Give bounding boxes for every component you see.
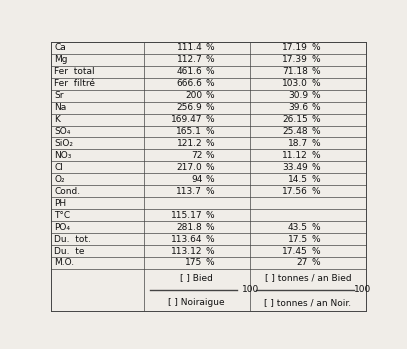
- Text: 115.17: 115.17: [171, 211, 202, 220]
- Text: Mg: Mg: [54, 55, 68, 64]
- Text: 39.6: 39.6: [288, 103, 308, 112]
- Text: 17.56: 17.56: [282, 187, 308, 196]
- Text: %: %: [311, 235, 320, 244]
- Text: %: %: [311, 91, 320, 100]
- Text: 17.5: 17.5: [288, 235, 308, 244]
- Text: %: %: [206, 103, 214, 112]
- Text: %: %: [311, 67, 320, 76]
- Text: PH: PH: [54, 199, 66, 208]
- Text: %: %: [206, 163, 214, 172]
- Text: %: %: [311, 223, 320, 232]
- Text: NO₃: NO₃: [54, 151, 71, 160]
- Text: 113.64: 113.64: [171, 235, 202, 244]
- Text: 18.7: 18.7: [288, 139, 308, 148]
- Text: Na: Na: [54, 103, 66, 112]
- Text: %: %: [311, 259, 320, 267]
- Text: 100: 100: [354, 285, 372, 294]
- Text: 217.0: 217.0: [177, 163, 202, 172]
- Text: 27: 27: [297, 259, 308, 267]
- Text: O₂: O₂: [54, 175, 65, 184]
- Text: 71.18: 71.18: [282, 67, 308, 76]
- Text: %: %: [311, 175, 320, 184]
- Text: Du.  tot.: Du. tot.: [54, 235, 91, 244]
- Text: M.O.: M.O.: [54, 259, 74, 267]
- Text: %: %: [311, 139, 320, 148]
- Text: 461.6: 461.6: [177, 67, 202, 76]
- Text: %: %: [206, 115, 214, 124]
- Text: 17.19: 17.19: [282, 43, 308, 52]
- Text: 72: 72: [191, 151, 202, 160]
- Text: Cl: Cl: [54, 163, 63, 172]
- Text: Fer  filtré: Fer filtré: [54, 79, 95, 88]
- Text: 103.0: 103.0: [282, 79, 308, 88]
- Text: %: %: [206, 127, 214, 136]
- Text: %: %: [206, 79, 214, 88]
- Text: 175: 175: [185, 259, 202, 267]
- Text: 281.8: 281.8: [177, 223, 202, 232]
- Text: %: %: [311, 151, 320, 160]
- Text: %: %: [206, 223, 214, 232]
- Text: %: %: [311, 246, 320, 255]
- Text: %: %: [311, 187, 320, 196]
- Text: [ ] Noiraigue: [ ] Noiraigue: [168, 298, 225, 307]
- Text: [ ] tonnes / an Bied: [ ] tonnes / an Bied: [265, 274, 351, 283]
- Text: %: %: [206, 259, 214, 267]
- Text: 113.7: 113.7: [176, 187, 202, 196]
- Text: %: %: [311, 55, 320, 64]
- Text: 25.48: 25.48: [282, 127, 308, 136]
- Text: 14.5: 14.5: [288, 175, 308, 184]
- Text: 121.2: 121.2: [177, 139, 202, 148]
- Text: %: %: [206, 211, 214, 220]
- Text: T°C: T°C: [54, 211, 70, 220]
- Text: %: %: [311, 43, 320, 52]
- Text: 112.7: 112.7: [177, 55, 202, 64]
- Text: %: %: [206, 139, 214, 148]
- Text: SiO₂: SiO₂: [54, 139, 73, 148]
- Text: 26.15: 26.15: [282, 115, 308, 124]
- Text: 666.6: 666.6: [176, 79, 202, 88]
- Text: 169.47: 169.47: [171, 115, 202, 124]
- Text: %: %: [206, 187, 214, 196]
- Text: [ ] Bied: [ ] Bied: [180, 274, 213, 283]
- Text: %: %: [311, 79, 320, 88]
- Text: 43.5: 43.5: [288, 223, 308, 232]
- Text: [ ] tonnes / an Noir.: [ ] tonnes / an Noir.: [265, 298, 352, 307]
- Text: %: %: [206, 151, 214, 160]
- Text: 165.1: 165.1: [176, 127, 202, 136]
- Text: 33.49: 33.49: [282, 163, 308, 172]
- Text: %: %: [206, 91, 214, 100]
- Text: 111.4: 111.4: [177, 43, 202, 52]
- Text: %: %: [206, 246, 214, 255]
- Text: %: %: [311, 115, 320, 124]
- Text: Du.  te: Du. te: [54, 246, 85, 255]
- Text: Fer  total: Fer total: [54, 67, 95, 76]
- Text: Ca: Ca: [54, 43, 66, 52]
- Text: 256.9: 256.9: [177, 103, 202, 112]
- Text: K: K: [54, 115, 60, 124]
- Text: 17.45: 17.45: [282, 246, 308, 255]
- Text: %: %: [206, 55, 214, 64]
- Text: %: %: [206, 43, 214, 52]
- Text: 94: 94: [191, 175, 202, 184]
- Text: %: %: [206, 235, 214, 244]
- Text: 11.12: 11.12: [282, 151, 308, 160]
- Text: %: %: [311, 127, 320, 136]
- Text: Cond.: Cond.: [54, 187, 80, 196]
- Text: 30.9: 30.9: [288, 91, 308, 100]
- Text: %: %: [311, 103, 320, 112]
- Text: %: %: [206, 175, 214, 184]
- Text: %: %: [206, 67, 214, 76]
- Text: 17.39: 17.39: [282, 55, 308, 64]
- Text: 113.12: 113.12: [171, 246, 202, 255]
- Text: PO₄: PO₄: [54, 223, 70, 232]
- Text: 100: 100: [242, 285, 259, 294]
- Text: Sr: Sr: [54, 91, 63, 100]
- Text: %: %: [311, 163, 320, 172]
- Text: SO₄: SO₄: [54, 127, 70, 136]
- Text: 200: 200: [185, 91, 202, 100]
